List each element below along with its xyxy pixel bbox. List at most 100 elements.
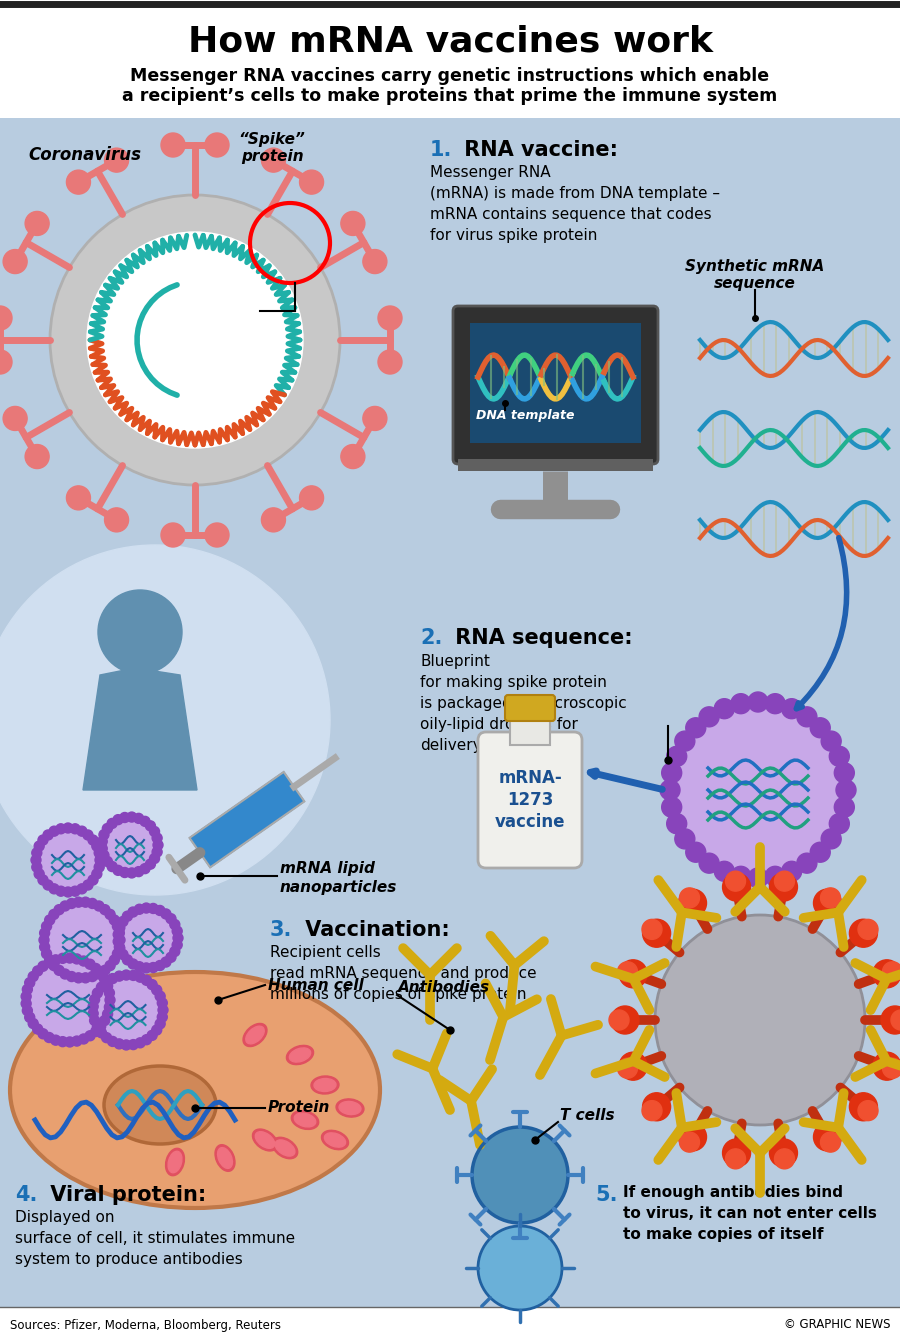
Circle shape [675,731,695,751]
Circle shape [63,886,73,897]
Circle shape [87,972,97,981]
Circle shape [617,961,637,981]
Circle shape [821,829,842,849]
Circle shape [22,1006,32,1015]
Circle shape [158,1006,168,1015]
Circle shape [149,853,159,864]
Circle shape [58,1036,68,1047]
Circle shape [97,837,107,846]
Circle shape [91,1027,101,1036]
Circle shape [98,590,182,674]
Circle shape [28,972,38,981]
Circle shape [152,1024,162,1035]
Text: Synthetic mRNA
sequence: Synthetic mRNA sequence [686,258,824,291]
Circle shape [92,841,102,852]
Circle shape [103,981,112,991]
Circle shape [122,912,174,964]
Circle shape [39,935,49,945]
Circle shape [30,961,106,1038]
Circle shape [834,797,854,817]
Ellipse shape [324,1133,346,1148]
Circle shape [172,940,182,949]
Circle shape [25,212,50,236]
Text: DNA template: DNA template [476,408,574,422]
Circle shape [3,249,27,273]
Circle shape [643,1093,670,1121]
Circle shape [92,869,102,878]
Circle shape [32,848,41,858]
Text: Vaccination:: Vaccination: [298,920,450,940]
Circle shape [153,840,163,850]
Circle shape [155,905,165,916]
Ellipse shape [10,972,380,1208]
Circle shape [41,949,51,959]
Circle shape [829,814,850,834]
Circle shape [115,943,125,953]
Circle shape [699,707,719,727]
Circle shape [67,486,90,510]
Circle shape [141,975,151,986]
Circle shape [45,955,55,965]
Circle shape [74,897,84,907]
Circle shape [0,545,330,894]
Ellipse shape [290,1048,310,1062]
Circle shape [135,972,145,983]
Circle shape [54,965,64,975]
Circle shape [95,968,105,979]
Text: a recipient’s cells to make proteins that prime the immune system: a recipient’s cells to make proteins tha… [122,87,778,104]
Circle shape [363,249,387,273]
Circle shape [679,889,706,917]
Circle shape [341,212,365,236]
Text: Coronavirus: Coronavirus [28,146,141,163]
Circle shape [41,921,51,931]
Circle shape [147,1031,158,1040]
Text: How mRNA vaccines work: How mRNA vaccines work [187,25,713,59]
Circle shape [723,873,751,901]
Circle shape [24,977,35,988]
Circle shape [155,1019,166,1028]
FancyBboxPatch shape [458,459,653,471]
Circle shape [50,884,59,894]
Circle shape [158,998,167,1008]
Circle shape [34,841,44,852]
Circle shape [31,856,41,865]
Circle shape [166,952,176,963]
Circle shape [821,888,841,908]
Circle shape [85,1031,95,1040]
Circle shape [83,880,93,890]
Circle shape [115,935,125,945]
Circle shape [723,1139,751,1168]
Circle shape [102,1032,112,1043]
Circle shape [642,1101,662,1121]
Circle shape [881,1006,900,1034]
Circle shape [300,170,324,194]
Circle shape [96,1028,106,1038]
Ellipse shape [336,1099,364,1117]
Circle shape [883,1058,900,1078]
Circle shape [643,920,670,947]
Circle shape [172,927,182,936]
Circle shape [141,902,151,913]
Circle shape [0,307,12,329]
Text: If enough antibodies bind
to virus, it can not enter cells
to make copies of its: If enough antibodies bind to virus, it c… [623,1185,877,1243]
Circle shape [40,832,96,888]
Circle shape [113,936,123,947]
Circle shape [113,814,123,825]
Ellipse shape [253,1129,277,1152]
Circle shape [50,195,340,485]
Circle shape [158,1012,167,1022]
Circle shape [93,988,103,998]
Circle shape [341,445,365,469]
Circle shape [90,1015,100,1026]
Circle shape [118,949,128,960]
Ellipse shape [294,1113,316,1127]
Circle shape [91,964,101,973]
Circle shape [88,1008,98,1019]
Circle shape [100,1015,110,1026]
Circle shape [662,763,681,783]
Circle shape [22,999,32,1008]
Circle shape [76,826,87,836]
Text: Messenger RNA vaccines carry genetic instructions which enable: Messenger RNA vaccines carry genetic ins… [130,67,770,84]
Circle shape [686,718,706,738]
Circle shape [472,1127,568,1223]
